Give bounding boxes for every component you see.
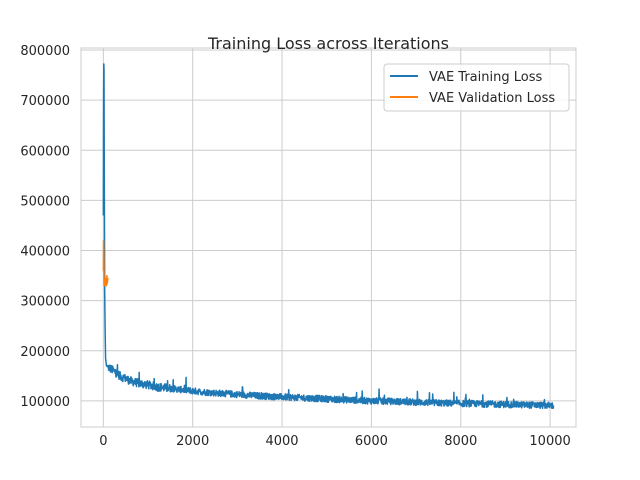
validation-loss-line xyxy=(102,239,109,287)
y-tick-label: 300000 xyxy=(20,295,70,310)
y-axis-ticks: 100000 200000 300000 400000 500000 600000 7000… xyxy=(20,44,70,410)
y-tick-label: 800000 xyxy=(20,44,70,59)
y-tick-label: 200000 xyxy=(20,345,70,360)
y-tick-label: 400000 xyxy=(20,245,70,260)
x-tick-label: 10000 xyxy=(529,434,570,449)
x-tick-label: 2000 xyxy=(176,434,209,449)
plot-frame xyxy=(80,47,577,428)
x-tick-label: 4000 xyxy=(265,434,298,449)
y-tick-label: 500000 xyxy=(20,194,70,209)
x-tick-label: 6000 xyxy=(355,434,388,449)
legend-label-training: VAE Training Loss xyxy=(429,70,542,85)
x-tick-label: 8000 xyxy=(444,434,477,449)
chart-title: Training Loss across Iterations xyxy=(207,34,449,53)
legend-label-validation: VAE Validation Loss xyxy=(429,91,555,106)
legend: VAE Training Loss VAE Validation Loss xyxy=(383,63,570,112)
series-lines xyxy=(102,63,555,410)
y-tick-label: 600000 xyxy=(20,144,70,159)
y-tick-label: 700000 xyxy=(20,94,70,109)
x-axis-ticks: 0 2000 4000 6000 8000 10000 xyxy=(99,434,571,449)
y-tick-label: 100000 xyxy=(20,395,70,410)
legend-box xyxy=(383,63,570,112)
x-tick-label: 0 xyxy=(99,434,107,449)
grid xyxy=(81,48,576,427)
training-loss-line xyxy=(102,63,555,410)
